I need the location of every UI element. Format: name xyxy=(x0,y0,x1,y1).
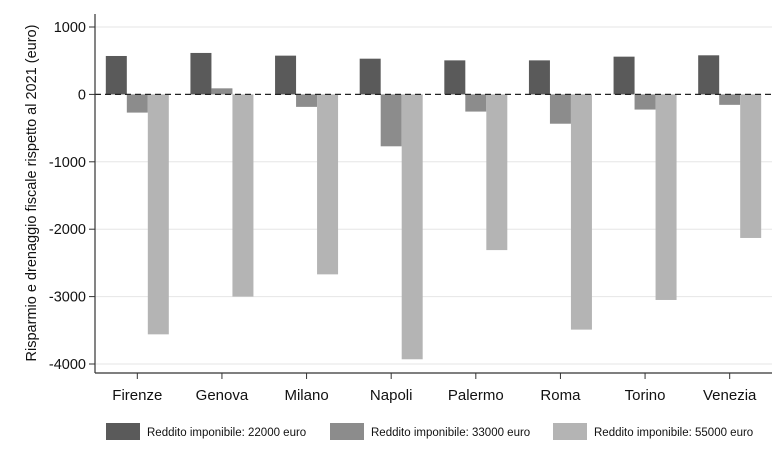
legend: Reddito imponibile: 22000 euro Reddito im… xyxy=(106,423,753,440)
bar xyxy=(190,52,212,95)
bar xyxy=(401,94,423,360)
bar xyxy=(317,94,339,275)
y-axis-title: Risparmio e drenaggio fiscale rispetto a… xyxy=(24,25,40,362)
bar xyxy=(740,94,762,238)
bar xyxy=(528,60,550,95)
x-tick-label: Torino xyxy=(625,387,666,404)
bar xyxy=(634,94,656,110)
legend-swatch xyxy=(553,423,587,440)
bar xyxy=(444,60,466,95)
x-tick-label: Genova xyxy=(196,387,249,404)
axes: 1000 0 -1000 -2000 -3000 -4000 Firenze Genova Mi… xyxy=(49,14,772,404)
bar xyxy=(549,94,571,124)
bar xyxy=(275,55,297,95)
bar xyxy=(570,94,592,330)
bar xyxy=(147,94,169,335)
bar xyxy=(719,94,741,105)
bar xyxy=(232,94,254,297)
y-tick-label: 0 xyxy=(78,87,86,103)
legend-label: Reddito imponibile: 22000 euro xyxy=(147,427,306,439)
x-tick-label: Venezia xyxy=(703,387,757,404)
x-tick-label: Napoli xyxy=(370,387,413,404)
legend-label: Reddito imponibile: 33000 euro xyxy=(371,427,530,439)
bars xyxy=(95,52,772,360)
y-tick-label: 1000 xyxy=(54,20,86,36)
y-tick-label: -4000 xyxy=(49,357,86,373)
y-tick-label: -2000 xyxy=(49,222,86,238)
bar xyxy=(465,94,487,112)
x-tick-label: Palermo xyxy=(448,387,504,404)
bar xyxy=(380,94,402,147)
bar xyxy=(486,94,508,251)
bar xyxy=(613,56,635,95)
bar xyxy=(211,88,233,95)
legend-label: Reddito imponibile: 55000 euro xyxy=(594,427,753,439)
x-tick-label: Firenze xyxy=(112,387,162,404)
bar xyxy=(126,94,148,113)
bar xyxy=(359,58,381,95)
bar xyxy=(105,55,127,95)
legend-swatch xyxy=(330,423,364,440)
legend-swatch xyxy=(106,423,140,440)
y-tick-label: -1000 xyxy=(49,155,86,171)
y-tick-label: -3000 xyxy=(49,290,86,306)
x-tick-label: Milano xyxy=(284,387,328,404)
bar xyxy=(296,94,318,107)
x-tick-label: Roma xyxy=(540,387,581,404)
bar xyxy=(655,94,677,300)
bar xyxy=(698,55,720,95)
